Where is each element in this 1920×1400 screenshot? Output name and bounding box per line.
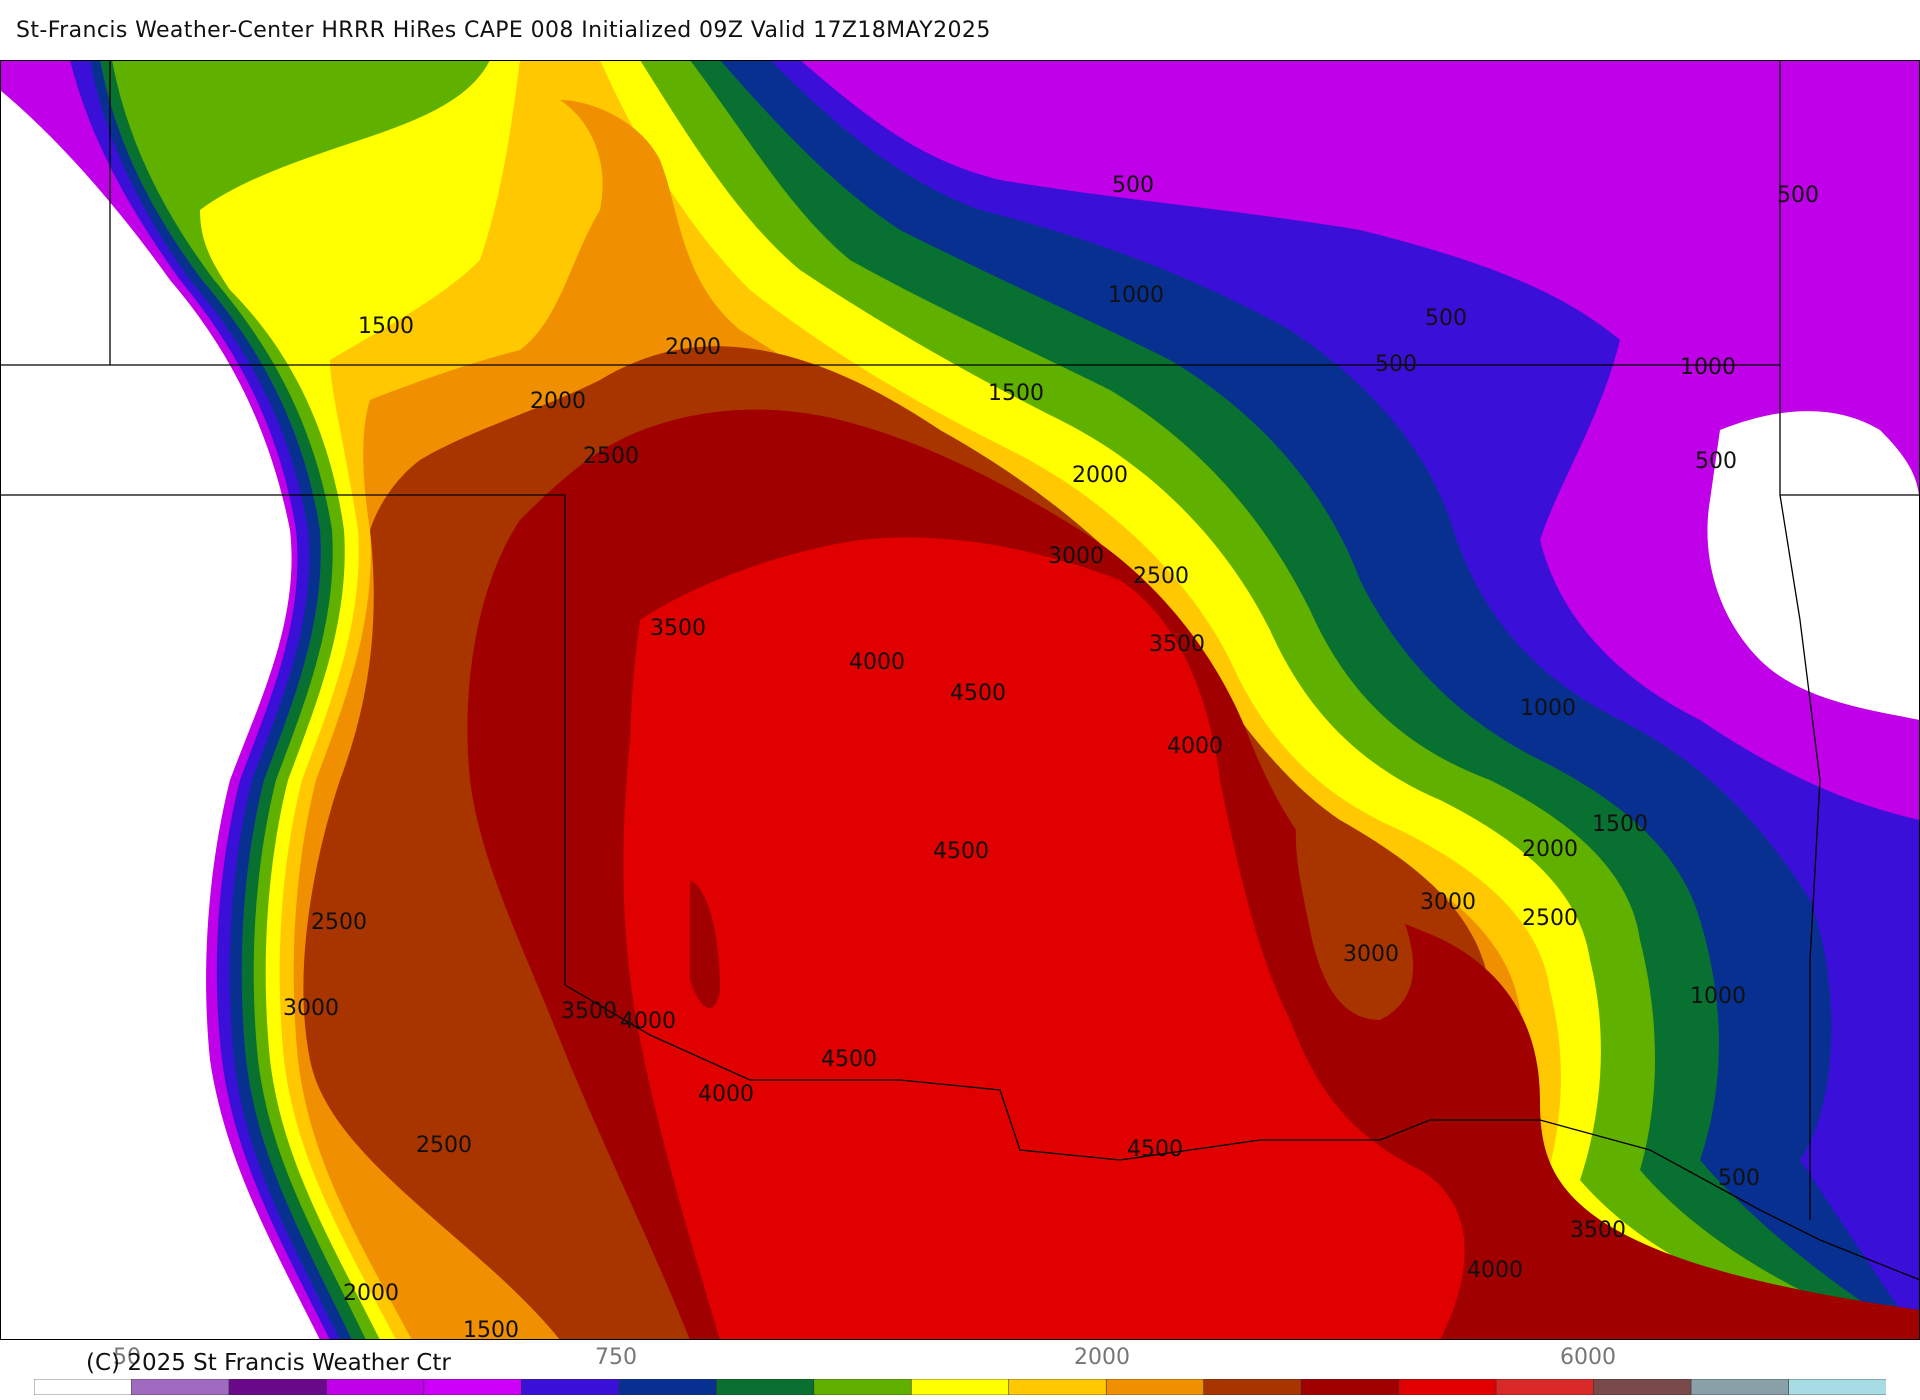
colorbar-swatch	[1105, 1379, 1205, 1395]
contour-label: 2000	[530, 389, 586, 414]
colorbar-swatch	[34, 1379, 133, 1395]
colorbar-swatch	[1008, 1379, 1108, 1395]
band-3500-patch	[690, 880, 720, 1009]
colorbar-swatch	[716, 1379, 815, 1395]
colorbar-swatch	[813, 1379, 913, 1395]
copyright-text: (C) 2025 St Francis Weather Ctr	[86, 1350, 451, 1376]
low-cape-area	[1707, 411, 1920, 720]
contour-label: 4000	[849, 650, 905, 675]
contour-label: 4500	[821, 1047, 877, 1072]
colorbar-swatch	[1203, 1379, 1302, 1395]
colorbar-swatch	[1690, 1379, 1790, 1395]
colorbar-swatch	[618, 1379, 718, 1395]
contour-label: 2000	[1072, 463, 1128, 488]
colorbar-swatch	[1495, 1379, 1595, 1395]
contour-label: 2500	[583, 444, 639, 469]
contour-label: 1500	[1592, 812, 1648, 837]
map-title: St-Francis Weather-Center HRRR HiRes CAP…	[16, 18, 991, 43]
colorbar-tick: 750	[595, 1345, 637, 1370]
contour-label: 3500	[1570, 1218, 1626, 1243]
contour-label: 2000	[665, 335, 721, 360]
band-3000-patch	[1295, 800, 1414, 1020]
colorbar-swatch	[326, 1379, 425, 1395]
colorbar-swatch	[521, 1379, 620, 1395]
contour-label: 2500	[1522, 906, 1578, 931]
contour-label: 3000	[283, 996, 339, 1021]
cape-map[interactable]: 500 500 500 500 500 500 1000 1000 1000 1…	[0, 60, 1920, 1340]
contour-label: 2000	[1522, 837, 1578, 862]
contour-label: 2500	[311, 910, 367, 935]
contour-label: 4500	[933, 839, 989, 864]
contour-label: 2000	[343, 1281, 399, 1306]
contour-label: 4000	[620, 1009, 676, 1034]
contour-label: 3500	[1149, 632, 1205, 657]
contour-label: 1000	[1690, 984, 1746, 1009]
contour-label: 3500	[650, 616, 706, 641]
contour-label: 2500	[416, 1133, 472, 1158]
contour-label: 4500	[1127, 1137, 1183, 1162]
contour-label: 500	[1718, 1166, 1760, 1191]
contour-label: 1500	[988, 381, 1044, 406]
colorbar-tick: 6000	[1560, 1345, 1616, 1370]
contour-label: 1500	[463, 1318, 519, 1340]
colorbar-swatch	[423, 1379, 523, 1395]
contour-labels: 500 500 500 500 500 500 1000 1000 1000 1…	[283, 173, 1819, 1340]
band-4000	[623, 537, 1465, 1340]
contour-label: 4000	[1167, 734, 1223, 759]
contour-label: 1000	[1680, 355, 1736, 380]
contour-label: 500	[1375, 352, 1417, 377]
ocean-area	[0, 90, 320, 1340]
colorbar-swatch	[131, 1379, 230, 1395]
color-scale-bar	[34, 1379, 1886, 1395]
contour-label: 500	[1425, 306, 1467, 331]
colorbar-swatch	[910, 1379, 1010, 1395]
contour-label: 4500	[950, 681, 1006, 706]
colorbar-swatch	[228, 1379, 328, 1395]
colorbar-swatch	[1593, 1379, 1692, 1395]
contour-label: 4000	[698, 1082, 754, 1107]
colorbar-swatch	[1788, 1379, 1886, 1395]
contour-label: 3000	[1420, 890, 1476, 915]
contour-label: 500	[1777, 183, 1819, 208]
contour-label: 1000	[1108, 283, 1164, 308]
colorbar-tick: 2000	[1074, 1345, 1130, 1370]
colorbar-swatch	[1300, 1379, 1400, 1395]
colorbar-swatch	[1398, 1379, 1497, 1395]
colorbar-tick: 50	[113, 1345, 141, 1370]
contour-label: 3000	[1343, 942, 1399, 967]
contour-label: 500	[1695, 449, 1737, 474]
contour-label: 4000	[1467, 1258, 1523, 1283]
contour-label: 500	[1112, 173, 1154, 198]
contour-label: 1500	[358, 314, 414, 339]
contour-label: 3500	[561, 999, 617, 1024]
state-borders	[0, 60, 1920, 1281]
contour-label: 3000	[1048, 544, 1104, 569]
contour-label: 2500	[1133, 564, 1189, 589]
contour-label: 1000	[1520, 696, 1576, 721]
